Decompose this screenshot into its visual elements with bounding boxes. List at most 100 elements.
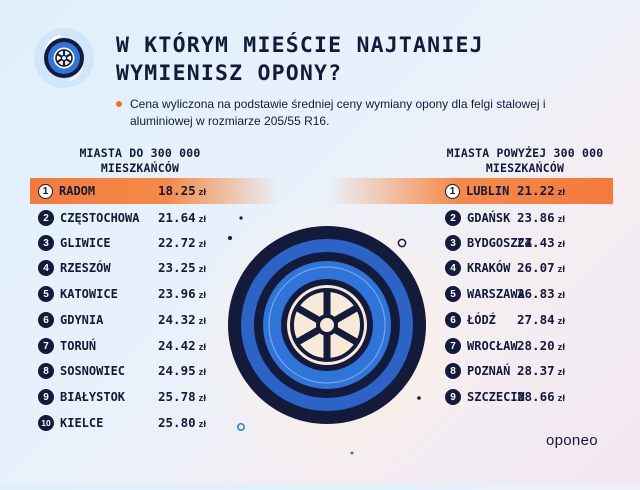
city-name: WARSZAWA bbox=[467, 287, 525, 301]
rank-badge: 3 bbox=[38, 235, 54, 251]
left-row-3: 3 GLIWICE 22.72 zł bbox=[38, 232, 206, 254]
left-row-9: 9 BIAŁYSTOK 25.78 zł bbox=[38, 386, 206, 408]
price-value: 24.32 zł bbox=[158, 312, 206, 327]
rank-badge: 3 bbox=[445, 235, 461, 251]
city-name: BYDGOSZCZ bbox=[467, 236, 533, 250]
rank-badge: 6 bbox=[445, 312, 461, 328]
city-name: TORUŃ bbox=[60, 339, 97, 353]
decoration-dot bbox=[239, 216, 243, 220]
price-value: 28.20 zł bbox=[517, 338, 565, 353]
price-value: 25.80 zł bbox=[158, 415, 206, 430]
left-heading-line-1: MIASTA DO 300 000 bbox=[79, 146, 201, 160]
city-name: KRAKÓW bbox=[467, 261, 511, 275]
price-value: 25.78 zł bbox=[158, 389, 206, 404]
right-row-8: 8 POZNAŃ 28.37 zł bbox=[445, 360, 565, 382]
right-top-highlight bbox=[330, 178, 613, 204]
price-unit: zł bbox=[557, 316, 566, 327]
price-amount: 27.84 bbox=[517, 312, 555, 327]
city-name: GDAŃSK bbox=[467, 211, 511, 225]
price-amount: 22.72 bbox=[158, 235, 196, 250]
price-value: 18.25 zł bbox=[158, 183, 206, 198]
city-name: POZNAŃ bbox=[467, 364, 511, 378]
title-line-1: W KTÓRYM MIEŚCIE NAJTANIEJ bbox=[116, 33, 484, 58]
price-unit: zł bbox=[557, 290, 566, 301]
price-amount: 24.32 bbox=[158, 312, 196, 327]
city-name: RADOM bbox=[59, 184, 96, 198]
left-row-1: 1 RADOM 18.25 zł bbox=[38, 180, 206, 202]
city-name: KIELCE bbox=[60, 416, 104, 430]
price-amount: 24.42 bbox=[158, 338, 196, 353]
rank-badge: 1 bbox=[38, 183, 53, 199]
city-name: RZESZÓW bbox=[60, 261, 111, 275]
rank-badge: 8 bbox=[38, 363, 54, 379]
price-unit: zł bbox=[198, 393, 207, 404]
tire-icon bbox=[228, 226, 426, 424]
brand-logo: oponeo bbox=[546, 432, 598, 449]
price-amount: 21.64 bbox=[158, 210, 196, 225]
city-name: CZĘSTOCHOWA bbox=[60, 211, 140, 225]
left-row-5: 5 KATOWICE 23.96 zł bbox=[38, 283, 206, 305]
price-unit: zł bbox=[198, 342, 207, 353]
rank-badge: 8 bbox=[445, 363, 461, 379]
price-value: 26.83 zł bbox=[517, 286, 565, 301]
price-unit: zł bbox=[198, 187, 207, 198]
right-row-3: 3 BYDGOSZCZ 24.43 zł bbox=[445, 232, 565, 254]
rank-badge: 7 bbox=[38, 338, 54, 354]
price-value: 23.25 zł bbox=[158, 260, 206, 275]
price-amount: 25.80 bbox=[158, 415, 196, 430]
price-value: 24.42 zł bbox=[158, 338, 206, 353]
rank-badge: 4 bbox=[38, 260, 54, 276]
page-title: W KTÓRYM MIEŚCIE NAJTANIEJ WYMIENISZ OPO… bbox=[116, 32, 616, 88]
rank-badge: 1 bbox=[445, 183, 460, 199]
price-value: 28.37 zł bbox=[517, 363, 565, 378]
right-row-1: 1 LUBLIN 21.22 zł bbox=[445, 180, 565, 202]
decoration-ring bbox=[237, 423, 245, 431]
rank-badge: 9 bbox=[38, 389, 54, 405]
price-value: 24.95 zł bbox=[158, 363, 206, 378]
bullet-icon bbox=[116, 101, 122, 107]
rank-badge: 7 bbox=[445, 338, 461, 354]
price-amount: 26.07 bbox=[517, 260, 555, 275]
rank-badge: 4 bbox=[445, 260, 461, 276]
price-value: 22.72 zł bbox=[158, 235, 206, 250]
price-unit: zł bbox=[557, 239, 566, 250]
right-heading-line-1: MIASTA POWYŻEJ 300 000 bbox=[446, 146, 604, 160]
price-amount: 23.25 bbox=[158, 260, 196, 275]
city-name: GDYNIA bbox=[60, 313, 104, 327]
title-line-2: WYMIENISZ OPONY? bbox=[116, 61, 343, 86]
city-name: BIAŁYSTOK bbox=[60, 390, 126, 404]
price-unit: zł bbox=[557, 187, 566, 198]
rank-badge: 6 bbox=[38, 312, 54, 328]
price-unit: zł bbox=[198, 264, 207, 275]
price-value: 21.22 zł bbox=[517, 183, 565, 198]
right-row-6: 6 ŁÓDŹ 27.84 zł bbox=[445, 309, 565, 331]
price-amount: 21.22 bbox=[517, 183, 555, 198]
rank-badge: 2 bbox=[445, 210, 461, 226]
rank-badge: 5 bbox=[445, 286, 461, 302]
rank-badge: 9 bbox=[445, 389, 461, 405]
price-unit: zł bbox=[198, 419, 207, 430]
city-name: SOSNOWIEC bbox=[60, 364, 126, 378]
price-unit: zł bbox=[198, 214, 207, 225]
price-amount: 23.96 bbox=[158, 286, 196, 301]
rank-badge: 5 bbox=[38, 286, 54, 302]
left-column-heading: MIASTA DO 300 000 MIESZKAŃCÓW bbox=[40, 146, 240, 176]
right-column-heading: MIASTA POWYŻEJ 300 000 MIESZKAŃCÓW bbox=[425, 146, 625, 176]
price-note: Cena wyliczona na podstawie średniej cen… bbox=[116, 96, 596, 130]
city-name: WROCŁAW bbox=[467, 339, 518, 353]
price-amount: 25.78 bbox=[158, 389, 196, 404]
left-row-10: 10 KIELCE 25.80 zł bbox=[38, 412, 206, 434]
right-row-5: 5 WARSZAWA 26.83 zł bbox=[445, 283, 565, 305]
price-amount: 28.37 bbox=[517, 363, 555, 378]
price-unit: zł bbox=[198, 316, 207, 327]
right-row-4: 4 KRAKÓW 26.07 zł bbox=[445, 257, 565, 279]
city-name: SZCZECIN bbox=[467, 390, 525, 404]
price-value: 28.66 zł bbox=[517, 389, 565, 404]
price-unit: zł bbox=[198, 290, 207, 301]
price-amount: 28.66 bbox=[517, 389, 555, 404]
rank-badge: 2 bbox=[38, 210, 54, 226]
left-row-6: 6 GDYNIA 24.32 zł bbox=[38, 309, 206, 331]
price-value: 23.96 zł bbox=[158, 286, 206, 301]
decoration-ring bbox=[397, 238, 407, 248]
